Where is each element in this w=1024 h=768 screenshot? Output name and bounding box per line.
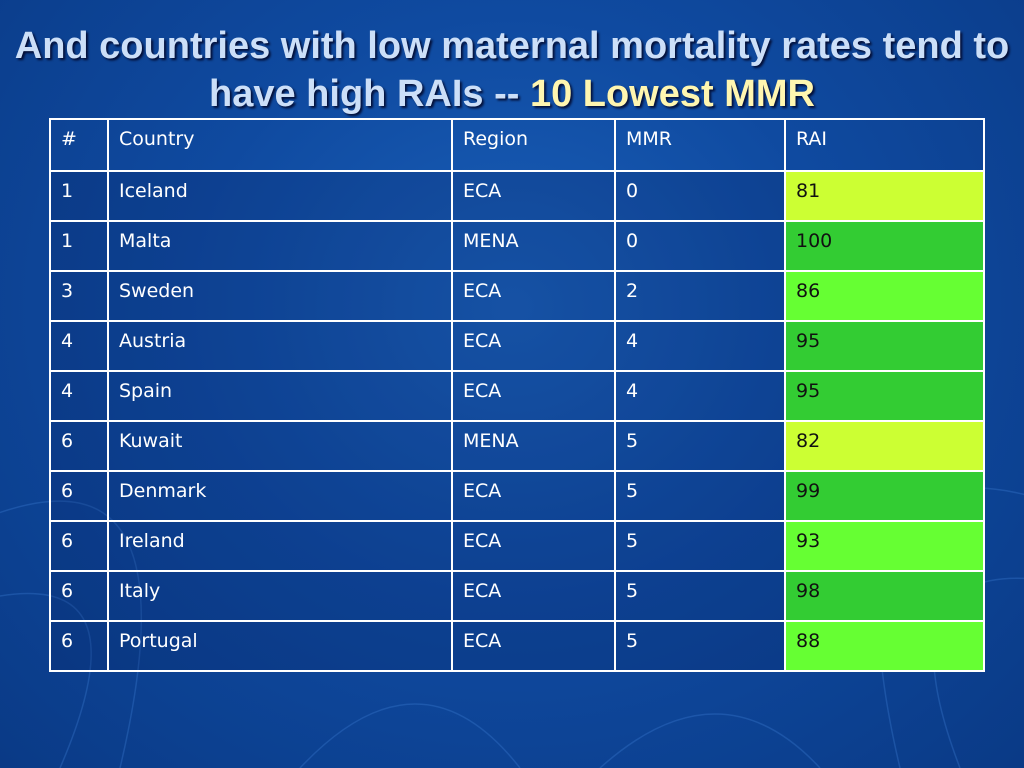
country-cell: Austria: [107, 320, 453, 372]
mmr-table: # Country Region MMR RAI 1 Iceland ECA 0 81 1…: [49, 118, 985, 672]
country-cell: Denmark: [107, 470, 453, 522]
table-row: 4 Austria ECA 4 95: [49, 320, 985, 372]
country-cell: Malta: [107, 220, 453, 272]
rai-cell: 82: [784, 420, 985, 472]
header-rai: RAI: [784, 118, 985, 172]
rai-cell: 95: [784, 370, 985, 422]
mmr-cell: 5: [614, 420, 786, 472]
rai-cell: 99: [784, 470, 985, 522]
rai-cell: 88: [784, 620, 985, 672]
rank-cell: 4: [49, 320, 109, 372]
rank-cell: 6: [49, 620, 109, 672]
rai-cell: 95: [784, 320, 985, 372]
region-cell: ECA: [451, 320, 616, 372]
rank-cell: 1: [49, 170, 109, 222]
table-row: 6 Denmark ECA 5 99: [49, 470, 985, 522]
mmr-cell: 4: [614, 370, 786, 422]
table-row: 6 Ireland ECA 5 93: [49, 520, 985, 572]
rank-cell: 3: [49, 270, 109, 322]
region-cell: ECA: [451, 620, 616, 672]
table-row: 1 Malta MENA 0 100: [49, 220, 985, 272]
mmr-cell: 0: [614, 170, 786, 222]
mmr-cell: 5: [614, 520, 786, 572]
region-cell: ECA: [451, 570, 616, 622]
rai-cell: 98: [784, 570, 985, 622]
rank-cell: 6: [49, 420, 109, 472]
rai-cell: 100: [784, 220, 985, 272]
rank-cell: 4: [49, 370, 109, 422]
table-header-row: # Country Region MMR RAI: [49, 118, 985, 172]
title-main: And countries with low maternal mortalit…: [14, 25, 1010, 115]
table-row: 3 Sweden ECA 2 86: [49, 270, 985, 322]
region-cell: MENA: [451, 220, 616, 272]
mmr-cell: 4: [614, 320, 786, 372]
region-cell: MENA: [451, 420, 616, 472]
rank-cell: 6: [49, 470, 109, 522]
country-cell: Ireland: [107, 520, 453, 572]
mmr-cell: 0: [614, 220, 786, 272]
header-rank: #: [49, 118, 109, 172]
region-cell: ECA: [451, 270, 616, 322]
table-row: 6 Italy ECA 5 98: [49, 570, 985, 622]
rank-cell: 6: [49, 520, 109, 572]
table-row: 6 Kuwait MENA 5 82: [49, 420, 985, 472]
country-cell: Spain: [107, 370, 453, 422]
mmr-cell: 2: [614, 270, 786, 322]
header-region: Region: [451, 118, 616, 172]
table-row: 6 Portugal ECA 5 88: [49, 620, 985, 672]
table-row: 4 Spain ECA 4 95: [49, 370, 985, 422]
slide-title: And countries with low maternal mortalit…: [0, 22, 1024, 118]
mmr-cell: 5: [614, 620, 786, 672]
rai-cell: 93: [784, 520, 985, 572]
rank-cell: 6: [49, 570, 109, 622]
mmr-cell: 5: [614, 470, 786, 522]
title-highlight: 10 Lowest MMR: [529, 73, 815, 115]
country-cell: Sweden: [107, 270, 453, 322]
mmr-cell: 5: [614, 570, 786, 622]
header-mmr: MMR: [614, 118, 786, 172]
table-row: 1 Iceland ECA 0 81: [49, 170, 985, 222]
rank-cell: 1: [49, 220, 109, 272]
country-cell: Kuwait: [107, 420, 453, 472]
region-cell: ECA: [451, 370, 616, 422]
region-cell: ECA: [451, 520, 616, 572]
rai-cell: 81: [784, 170, 985, 222]
header-country: Country: [107, 118, 453, 172]
country-cell: Iceland: [107, 170, 453, 222]
region-cell: ECA: [451, 170, 616, 222]
country-cell: Italy: [107, 570, 453, 622]
rai-cell: 86: [784, 270, 985, 322]
region-cell: ECA: [451, 470, 616, 522]
country-cell: Portugal: [107, 620, 453, 672]
